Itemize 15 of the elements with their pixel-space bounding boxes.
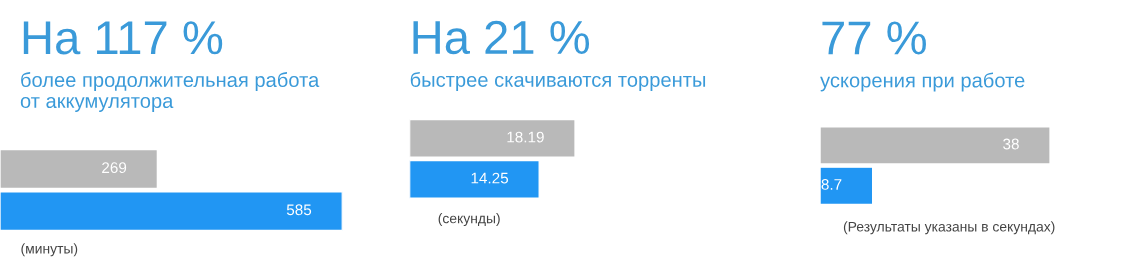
chart-title: На 21 % [413,20,590,55]
chart-title: На 117 % [23,21,223,55]
chart-subtitle: ускорения при работе [820,72,1025,92]
text: (секунды) [438,213,500,227]
chart-subtitle: быстрее скачиваются торренты [410,71,706,91]
data-label: 8.7 [821,179,842,190]
chart-title: 77 % [822,21,926,55]
chart-subtitle: более продолжительная работа от аккумулятора [20,72,320,112]
text: (минуты) [21,243,78,257]
data-label: 585 [286,204,312,216]
data-label: 14.25 [471,172,509,184]
data-label: 269 [102,162,127,174]
data-label: 18.19 [507,131,544,143]
data-label: 38 [1003,138,1019,150]
text: (Результаты указаны в секундах) [843,221,1055,235]
